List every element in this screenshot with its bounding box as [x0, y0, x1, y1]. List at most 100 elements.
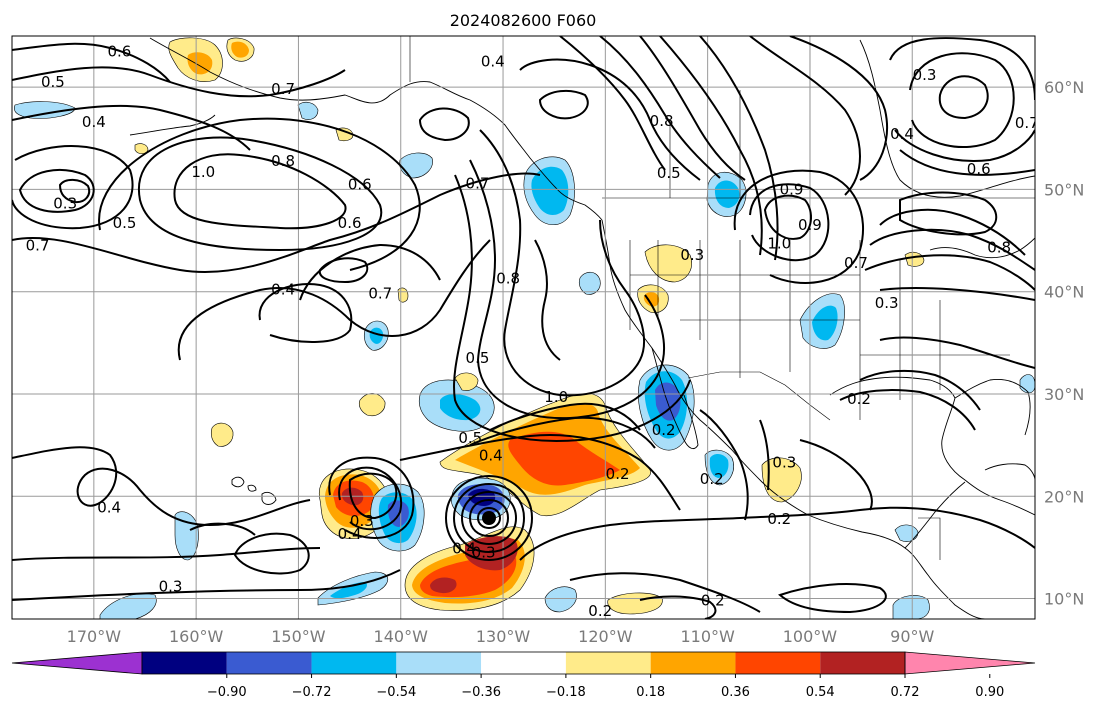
colorbar: −0.90 −0.72 −0.54 −0.36 −0.18 0.18 0.36 0.54 0.7…	[11, 651, 1036, 700]
shade-navy-center	[468, 488, 496, 506]
coast-gulf	[829, 376, 1035, 516]
contour-label: 0.7	[844, 254, 868, 272]
shade-darkred-south	[430, 577, 457, 594]
colorbar-swatch	[226, 652, 312, 674]
latitude-label: 30°N	[1044, 385, 1084, 404]
contour-low-ne-1	[763, 194, 812, 240]
latitude-label: 40°N	[1044, 283, 1084, 302]
contour-label: 0.5	[466, 349, 490, 367]
contour-center-5	[489, 402, 641, 431]
contour-low-ne-3	[733, 169, 865, 284]
contour-east-4	[879, 287, 1035, 301]
coast-florida	[954, 379, 1031, 436]
shade-blue-baja	[655, 382, 681, 421]
contour-center-10	[639, 595, 717, 619]
contour-sw-band-2	[233, 532, 310, 575]
shade-warm-small-13	[134, 143, 149, 155]
contour-label: 1.0	[191, 163, 215, 181]
longitude-label: 90°W	[890, 627, 934, 646]
shade-swath-red	[508, 431, 620, 486]
contour-label: 1.0	[544, 388, 568, 406]
shade-cold-small-11	[578, 271, 601, 295]
coast-yucatan	[904, 481, 966, 549]
contour-west-low-3	[12, 145, 134, 230]
colorbar-frame	[141, 651, 906, 675]
contour-cyclone-3	[460, 490, 518, 546]
contour-high-3	[98, 117, 421, 271]
contour-label: 0.4	[82, 113, 106, 131]
contour-bering-1	[12, 104, 251, 151]
contour-cyclone-1	[476, 506, 502, 530]
contour-label: 0.3	[159, 577, 183, 595]
latitude-label: 50°N	[1044, 180, 1084, 199]
contour-ne-low-2	[909, 52, 1015, 148]
latitude-label: 20°N	[1044, 487, 1084, 506]
contour-high-2	[137, 136, 383, 252]
contour-label: 0.3	[350, 512, 374, 530]
contour-cyclone-4	[452, 482, 526, 554]
colorbar-tick-label: −0.54	[376, 685, 416, 700]
cyclone-center	[482, 511, 496, 525]
contour-trough-8	[559, 36, 666, 171]
contour-label: 0.2	[588, 602, 612, 620]
contour-center-3	[338, 466, 403, 531]
contour-center-7	[399, 434, 681, 511]
contour-label: 0.4	[271, 281, 295, 299]
contour-label: 0.3	[875, 294, 899, 312]
shade-cyan-small-3	[330, 582, 367, 599]
contour-canada-2	[699, 36, 779, 261]
contour-gulf-1	[859, 369, 981, 411]
contour-label: 0.6	[107, 42, 131, 60]
contour-label: 0.7	[1015, 114, 1039, 132]
contour-canada-3	[749, 36, 861, 196]
contour-mid-1	[177, 239, 491, 361]
contour-center-1	[12, 569, 401, 601]
contour-label: 0.8	[271, 152, 295, 170]
colorbar-swatch	[565, 652, 651, 674]
shade-cyan-plains	[812, 305, 838, 341]
contour-main-ridge	[12, 172, 541, 273]
contour-label: 1.0	[767, 235, 791, 253]
contours	[12, 36, 1035, 619]
contour-label: 0.2	[767, 510, 791, 528]
coast-hawaii-3	[261, 491, 277, 505]
map-frame	[11, 35, 1036, 620]
contour-east-1	[879, 208, 1026, 256]
contour-mexico-2	[759, 419, 770, 491]
shade-cold-small-5	[544, 586, 577, 613]
contour-gulf-2	[839, 389, 976, 431]
contour-trough-5	[519, 58, 701, 181]
latitude-label: 10°N	[1044, 590, 1084, 609]
colorbar-tick-label: 0.54	[806, 685, 835, 700]
coast-hawaii-2	[247, 484, 257, 492]
map-title: 2024082600 F060	[450, 11, 597, 30]
contour-label: 0.3	[472, 544, 496, 562]
colorbar-swatch	[142, 652, 227, 674]
colorbar-extend-high	[904, 651, 1036, 675]
contour-label: 0.5	[113, 214, 137, 232]
contour-label: 0.2	[847, 390, 871, 408]
contour-labels: 0.6 0.5 0.7 0.4 1.0 0.8 0.3 0.5 0.7 0.6 0.6 0.4 0.7 0…	[26, 42, 1039, 620]
shade-cyan-nw	[714, 180, 740, 208]
contour-trough-2	[469, 159, 666, 420]
contour-label: 0.6	[338, 214, 362, 232]
contour-label: 0.7	[26, 237, 50, 255]
contour-trough-10	[639, 36, 746, 181]
map-panel: 0.6 0.5 0.7 0.4 1.0 0.8 0.3 0.5 0.7 0.6 0.6 0.4 0.7 0…	[12, 36, 1039, 620]
contour-label: 0.9	[780, 180, 804, 198]
contour-sw-band-1	[12, 446, 311, 527]
coast-greatlakes	[929, 237, 1035, 259]
contour-trough-1	[479, 129, 645, 397]
shade-cold-small-4	[99, 593, 157, 619]
colorbar-tick-label: 0.90	[975, 685, 1004, 700]
contour-center-11	[778, 583, 887, 614]
contour-label: 0.9	[798, 216, 822, 234]
longitude-label: 100°W	[783, 627, 838, 646]
coast-pacific-nw	[601, 219, 986, 619]
shade-darkred-center	[465, 536, 518, 571]
longitude-label: 160°W	[169, 627, 224, 646]
contour-canada-1	[659, 36, 763, 256]
colorbar-swatch	[396, 652, 482, 674]
shade-orange-small-2	[231, 41, 249, 58]
